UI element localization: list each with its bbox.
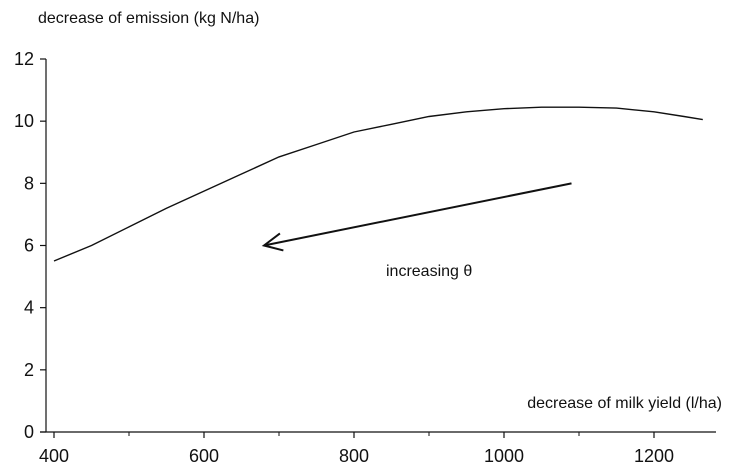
x-tick-label: 1200: [634, 446, 674, 466]
axes: 0 2 4 6 8 10 12 400 600 800 1000 1200: [14, 49, 716, 466]
x-tick-label: 800: [339, 446, 369, 466]
series-line: [53, 106, 703, 262]
y-tick-label: 2: [24, 360, 34, 380]
x-axis-label: decrease of milk yield (l/ha): [527, 395, 722, 412]
x-tick-label: 1000: [484, 446, 524, 466]
y-tick-label: 8: [24, 173, 34, 193]
y-tick-label: 10: [14, 111, 34, 131]
x-tick-label: 600: [189, 446, 219, 466]
x-tick-label: 400: [39, 446, 69, 466]
annotation-label: increasing θ: [386, 263, 472, 280]
y-tick-label: 4: [24, 298, 34, 318]
y-tick-label: 0: [24, 422, 34, 442]
y-tick-label: 12: [14, 49, 34, 69]
annotation-arrow-head: [261, 232, 284, 252]
y-axis-label: decrease of emission (kg N/ha): [38, 10, 259, 27]
annotation-arrow-shaft: [263, 182, 572, 247]
plot-area: [53, 106, 703, 262]
y-tick-label: 6: [24, 236, 34, 256]
